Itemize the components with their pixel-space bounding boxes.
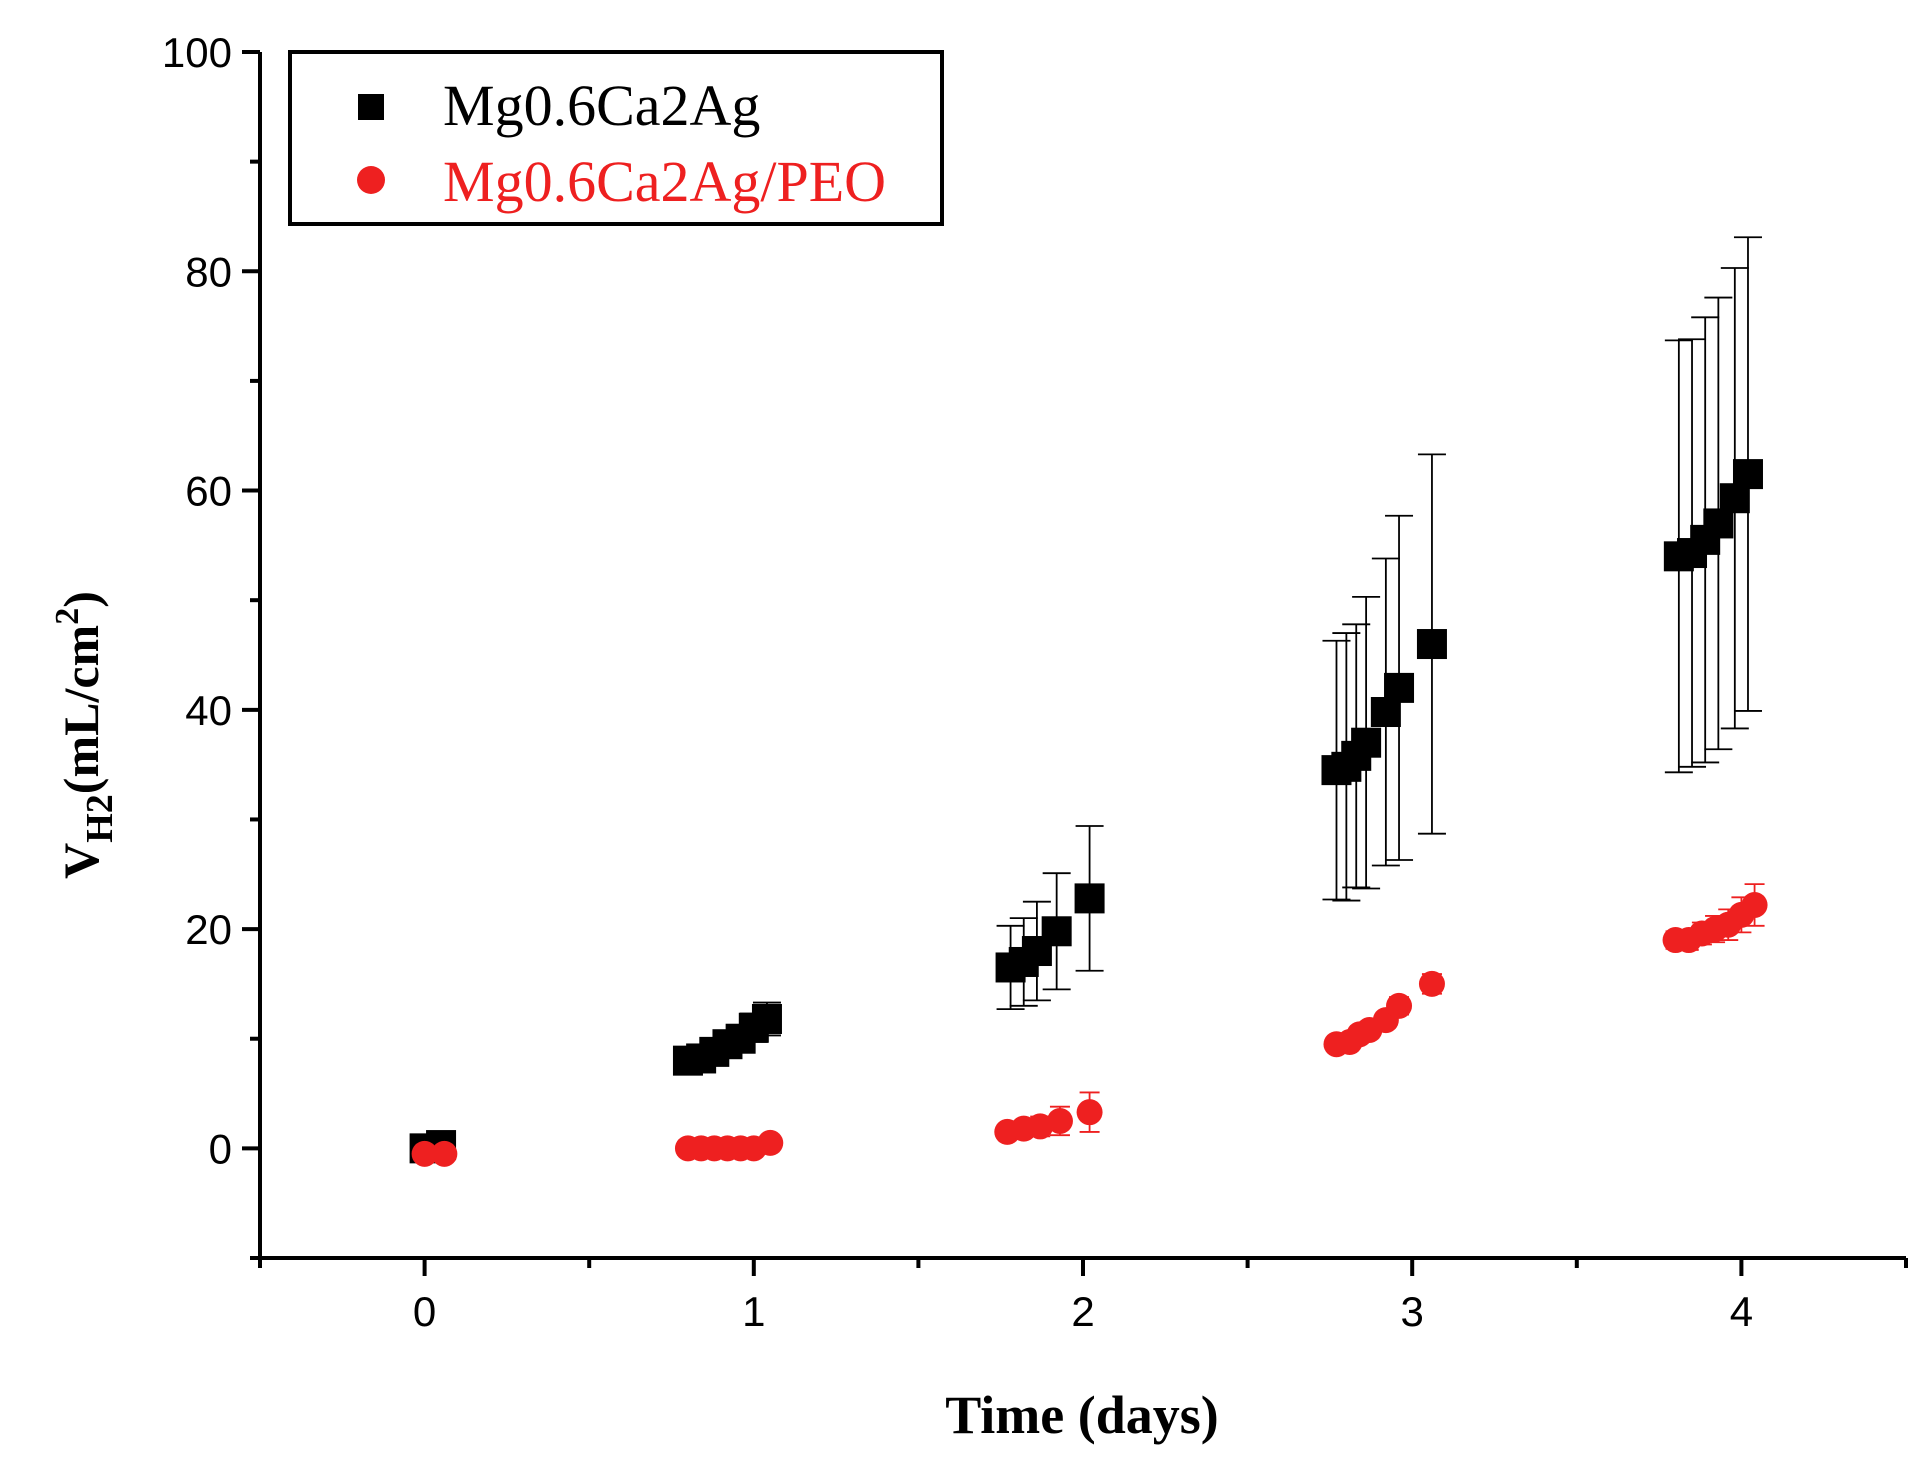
y-tick-label: 60 bbox=[185, 468, 232, 515]
y-axis-title: VH2(mL/cm2) bbox=[49, 591, 121, 879]
x-axis-title: Time (days) bbox=[945, 1385, 1219, 1445]
data-point-square bbox=[1074, 883, 1105, 914]
y-tick-label: 80 bbox=[185, 248, 232, 295]
legend-label-series-1: Mg0.6Ca2Ag bbox=[443, 73, 760, 138]
y-axis-ticks: 0 20 40 60 80 100 bbox=[162, 29, 260, 1260]
x-tick-label: 4 bbox=[1730, 1288, 1753, 1335]
data-point-circle bbox=[1741, 891, 1768, 918]
data-point-square bbox=[751, 1003, 782, 1034]
data-point-square bbox=[1732, 459, 1763, 490]
y-axis-title-superscript: 2 bbox=[49, 608, 86, 625]
data-point-square bbox=[1384, 672, 1415, 703]
series-1 bbox=[409, 236, 1763, 1164]
data-point-circle bbox=[431, 1140, 458, 1167]
x-tick-label: 0 bbox=[413, 1288, 436, 1335]
plot-area bbox=[258, 52, 1906, 1260]
series-2 bbox=[411, 883, 1768, 1167]
y-axis-title-unit-close: ) bbox=[53, 591, 109, 608]
legend-box bbox=[288, 50, 944, 226]
x-tick-label: 2 bbox=[1071, 1288, 1094, 1335]
legend-label-series-2: Mg0.6Ca2Ag/PEO bbox=[443, 149, 886, 214]
data-point-circle bbox=[1027, 1113, 1054, 1140]
data-point-circle bbox=[411, 1140, 438, 1167]
series-layer bbox=[409, 236, 1768, 1167]
y-tick-label: 20 bbox=[185, 906, 232, 953]
legend-marker-square bbox=[358, 94, 384, 120]
data-point-square bbox=[1416, 629, 1447, 660]
x-tick-label: 1 bbox=[742, 1288, 765, 1335]
data-point-circle bbox=[1046, 1107, 1073, 1134]
y-tick-label: 100 bbox=[162, 29, 232, 76]
y-axis-title-subscript: H2 bbox=[79, 794, 121, 843]
data-point-circle bbox=[1418, 970, 1445, 997]
data-point-circle bbox=[757, 1129, 784, 1156]
data-point-square bbox=[1351, 727, 1382, 758]
y-tick-label: 40 bbox=[185, 687, 232, 734]
y-axis-title-base: V bbox=[53, 843, 109, 879]
legend-marker-circle bbox=[357, 166, 385, 194]
data-point-square bbox=[1703, 508, 1734, 539]
data-point-circle bbox=[1386, 992, 1413, 1019]
legend: Mg0.6Ca2Ag Mg0.6Ca2Ag/PEO bbox=[288, 50, 944, 226]
x-tick-label: 3 bbox=[1401, 1288, 1424, 1335]
data-point-square bbox=[1041, 916, 1072, 947]
x-axis-ticks: 0 1 2 3 4 bbox=[258, 1258, 1908, 1335]
data-point-circle bbox=[1076, 1099, 1103, 1126]
y-axis-title-unit: (mL/cm bbox=[53, 625, 109, 794]
y-tick-label: 0 bbox=[209, 1125, 232, 1172]
